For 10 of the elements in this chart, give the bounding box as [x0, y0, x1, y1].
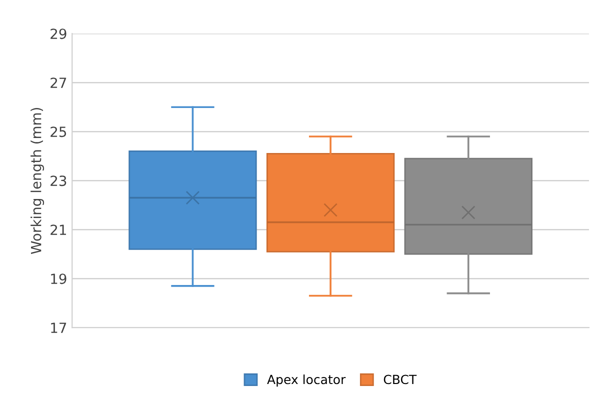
y-tick-label: 17 — [51, 322, 66, 333]
y-tick-label: 23 — [50, 176, 66, 186]
y-tick-label: 29 — [50, 28, 66, 40]
y-axis-title: Working length (mm) — [30, 108, 44, 254]
y-tick-label: 27 — [50, 78, 66, 88]
y-tick-label: 25 — [50, 126, 66, 138]
legend-label: CBCT — [384, 374, 417, 384]
y-tick-label: 19 — [51, 274, 66, 284]
y-tick-label: 21 — [50, 224, 66, 235]
legend-label: Apex locator — [267, 374, 346, 387]
